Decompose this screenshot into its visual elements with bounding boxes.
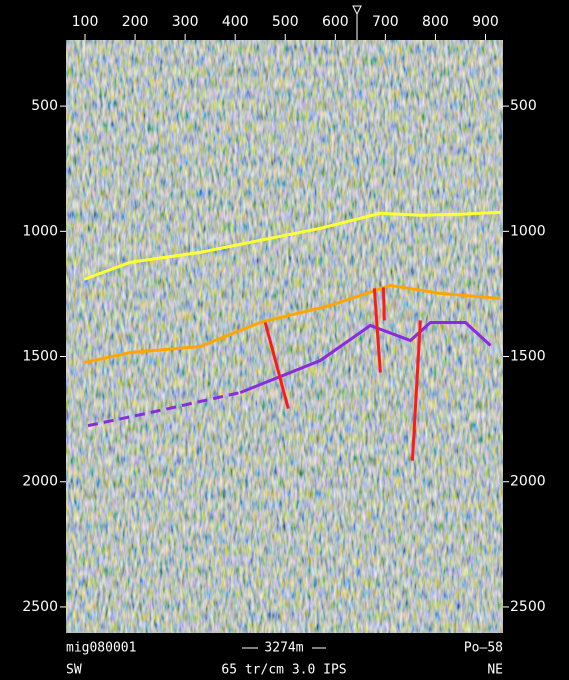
y-tick-label: 500 xyxy=(31,98,58,114)
x-tick-label: 700 xyxy=(372,14,399,30)
y-tick-label: 2000 xyxy=(22,474,58,490)
left-direction: SW xyxy=(66,663,82,678)
horizon-line xyxy=(263,322,290,410)
location-marker xyxy=(352,5,362,16)
x-tick-label: 300 xyxy=(172,14,199,30)
y-tick-label-right: 1500 xyxy=(510,349,546,365)
y-tick-label-right: 2000 xyxy=(510,474,546,490)
x-tick-label: 400 xyxy=(222,14,249,30)
y-tick-label-right: 500 xyxy=(510,98,537,114)
x-tick-label: 200 xyxy=(122,14,149,30)
y-tick-label: 2500 xyxy=(22,599,58,615)
horizon-line xyxy=(410,320,422,461)
x-tick-label: 600 xyxy=(322,14,349,30)
station: Po–58 xyxy=(464,641,503,656)
scale-bar-gap xyxy=(258,640,312,656)
x-tick-label: 500 xyxy=(272,14,299,30)
acquisition: 65 tr/cm 3.0 IPS xyxy=(221,663,346,678)
horizon-line xyxy=(83,283,501,365)
line-name: mig080001 xyxy=(66,641,136,656)
horizon-line xyxy=(239,320,492,394)
y-tick-label-right: 1000 xyxy=(510,223,546,239)
horizon-line xyxy=(87,391,241,428)
x-tick-label: 900 xyxy=(472,14,499,30)
scale-bar-label: 3274m xyxy=(264,641,303,656)
horizon-line xyxy=(372,288,382,373)
y-tick-label: 1500 xyxy=(22,349,58,365)
seismic-texture xyxy=(66,40,503,633)
right-direction: NE xyxy=(487,663,503,678)
horizon-line xyxy=(381,287,386,321)
x-tick-label: 100 xyxy=(72,14,99,30)
horizon-line xyxy=(83,210,501,281)
y-tick-label-right: 2500 xyxy=(510,599,546,615)
x-tick-label: 800 xyxy=(422,14,449,30)
y-tick-label: 1000 xyxy=(22,223,58,239)
